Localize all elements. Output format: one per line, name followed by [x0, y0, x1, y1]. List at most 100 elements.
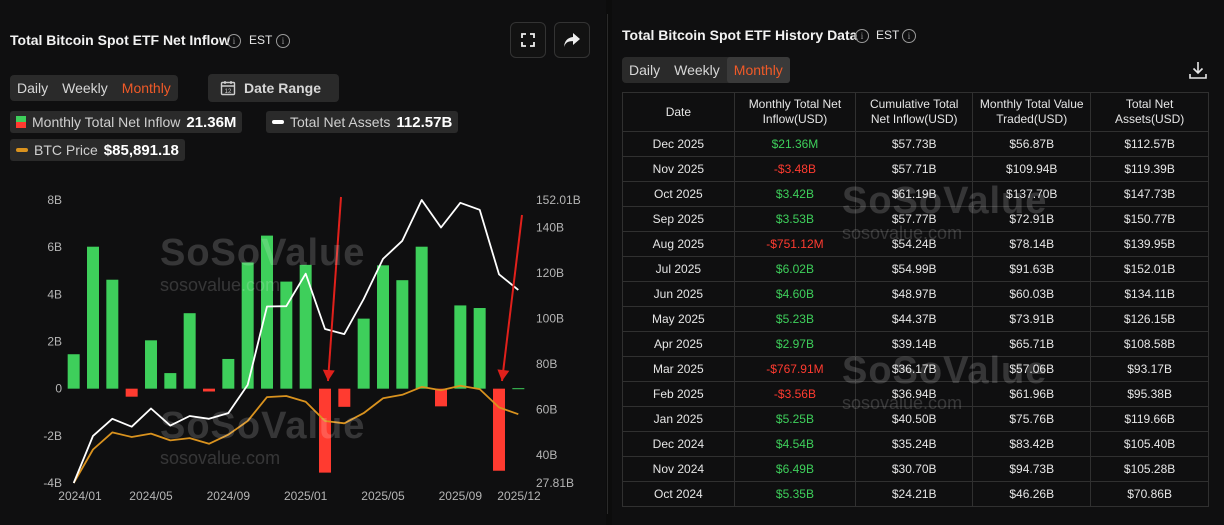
table-row: Nov 2024 $6.49B $30.70B $94.73B $105.28B — [622, 456, 1209, 482]
x-axis-tick-label: 2025/12 — [497, 489, 541, 503]
bar[interactable] — [106, 279, 119, 389]
annotation-arrowhead — [497, 369, 510, 381]
tab-weekly[interactable]: Weekly — [62, 80, 108, 96]
table-cell-assets: $112.57B — [1090, 131, 1209, 157]
table-cell-inflow: $4.54B — [733, 431, 857, 457]
bar[interactable] — [280, 281, 293, 389]
bar[interactable] — [396, 280, 409, 389]
bar[interactable] — [415, 246, 428, 389]
bar[interactable] — [183, 313, 196, 389]
table-cell-inflow: $5.25B — [733, 406, 857, 432]
info-icon[interactable]: i — [227, 34, 241, 48]
table-cell-date: Oct 2024 — [622, 481, 735, 507]
bar[interactable] — [454, 305, 467, 389]
legend-label: Total Net Assets — [290, 114, 391, 130]
column-header[interactable]: Monthly Total Value Traded(USD) — [972, 92, 1092, 132]
table-cell-date: Jun 2025 — [622, 281, 735, 307]
table-cell-inflow: $5.35B — [733, 481, 857, 507]
left-axis-tick-label: 6B — [47, 240, 62, 254]
info-icon[interactable]: i — [855, 29, 869, 43]
bar[interactable] — [357, 318, 370, 389]
table-row: Oct 2025 $3.42B $61.19B $137.70B $147.73B — [622, 181, 1209, 207]
calendar-icon: 12 — [220, 81, 236, 96]
table-cell-assets: $139.95B — [1090, 231, 1209, 257]
bar[interactable] — [299, 264, 312, 389]
legend-btc-price[interactable]: BTC Price $85,891.18 — [10, 139, 185, 161]
expand-button[interactable] — [510, 22, 546, 58]
table-cell-date: Sep 2025 — [622, 206, 735, 232]
bar[interactable] — [338, 388, 351, 407]
table-row: Sep 2025 $3.53B $57.77B $72.91B $150.77B — [622, 206, 1209, 232]
legend-label: BTC Price — [34, 142, 98, 158]
table-cell-date: May 2025 — [622, 306, 735, 332]
table-cell-traded: $94.73B — [972, 456, 1092, 482]
column-header[interactable]: Monthly Total Net Inflow(USD) — [733, 92, 857, 132]
left-axis-tick-label: 0 — [55, 382, 62, 396]
table-cell-cum: $54.99B — [855, 256, 974, 282]
bar[interactable] — [512, 388, 525, 390]
column-header[interactable]: Cumulative Total Net Inflow(USD) — [855, 92, 974, 132]
legend-net-assets[interactable]: Total Net Assets 112.57B — [266, 111, 459, 133]
tab-weekly[interactable]: Weekly — [674, 62, 720, 78]
download-icon[interactable] — [1188, 60, 1208, 80]
tab-daily[interactable]: Daily — [17, 80, 49, 96]
btc-swatch-icon — [16, 148, 28, 152]
table-cell-cum: $39.14B — [855, 331, 974, 357]
period-tabs: Daily Weekly Monthly — [10, 75, 178, 101]
bar[interactable] — [473, 308, 486, 389]
tab-monthly[interactable]: Monthly — [121, 80, 171, 96]
bar[interactable] — [125, 388, 138, 397]
table-cell-date: Feb 2025 — [622, 381, 735, 407]
inflow-swatch-icon — [16, 116, 26, 128]
history-period-tabs: Daily Weekly Monthly — [622, 57, 790, 83]
table-cell-cum: $61.19B — [855, 181, 974, 207]
table-cell-assets: $126.15B — [1090, 306, 1209, 332]
table-cell-traded: $83.42B — [972, 431, 1092, 457]
info-icon[interactable]: i — [276, 34, 290, 48]
table-row: Apr 2025 $2.97B $39.14B $65.71B $108.58B — [622, 331, 1209, 357]
table-cell-traded: $137.70B — [972, 181, 1092, 207]
date-range-button[interactable]: 12 Date Range — [208, 74, 339, 102]
table-cell-cum: $35.24B — [855, 431, 974, 457]
bar[interactable] — [145, 340, 157, 389]
share-button[interactable] — [554, 22, 590, 58]
table-cell-cum: $54.24B — [855, 231, 974, 257]
left-axis-tick-label: -2B — [43, 429, 62, 443]
info-icon[interactable]: i — [902, 29, 916, 43]
bar[interactable] — [261, 235, 273, 389]
right-axis-tick-label: 80B — [536, 357, 557, 371]
legend-value: 112.57B — [396, 113, 453, 131]
table-cell-cum: $40.50B — [855, 406, 974, 432]
bar[interactable] — [377, 265, 389, 389]
tab-monthly[interactable]: Monthly — [726, 57, 790, 83]
bar[interactable] — [435, 388, 447, 407]
table-cell-assets: $105.40B — [1090, 431, 1209, 457]
table-row: Feb 2025 -$3.56B $36.94B $61.96B $95.38B — [622, 381, 1209, 407]
table-cell-inflow: $6.02B — [733, 256, 857, 282]
table-cell-assets: $119.39B — [1090, 156, 1209, 182]
column-header[interactable]: Total Net Assets(USD) — [1090, 92, 1209, 132]
table-cell-assets: $70.86B — [1090, 481, 1209, 507]
table-cell-assets: $108.58B — [1090, 331, 1209, 357]
table-cell-date: Dec 2025 — [622, 131, 735, 157]
column-header[interactable]: Date — [622, 92, 735, 132]
bar[interactable] — [87, 246, 99, 389]
legend-value: $85,891.18 — [103, 141, 179, 159]
bar[interactable] — [203, 388, 215, 392]
table-cell-traded: $46.26B — [972, 481, 1092, 507]
table-cell-assets: $134.11B — [1090, 281, 1209, 307]
table-row: Dec 2024 $4.54B $35.24B $83.42B $105.40B — [622, 431, 1209, 457]
history-title: Total Bitcoin Spot ETF History Data — [622, 27, 858, 43]
bar[interactable] — [493, 388, 505, 471]
table-cell-date: Mar 2025 — [622, 356, 735, 382]
bar[interactable] — [67, 354, 80, 389]
tab-daily[interactable]: Daily — [629, 62, 661, 78]
table-cell-traded: $91.63B — [972, 256, 1092, 282]
bar[interactable] — [319, 388, 331, 473]
bar[interactable] — [164, 373, 177, 389]
bar[interactable] — [222, 358, 235, 389]
bar[interactable] — [241, 262, 254, 389]
date-range-label: Date Range — [244, 80, 322, 96]
legend-net-inflow[interactable]: Monthly Total Net Inflow 21.36M — [10, 111, 243, 133]
x-axis-tick-label: 2024/05 — [129, 489, 173, 503]
